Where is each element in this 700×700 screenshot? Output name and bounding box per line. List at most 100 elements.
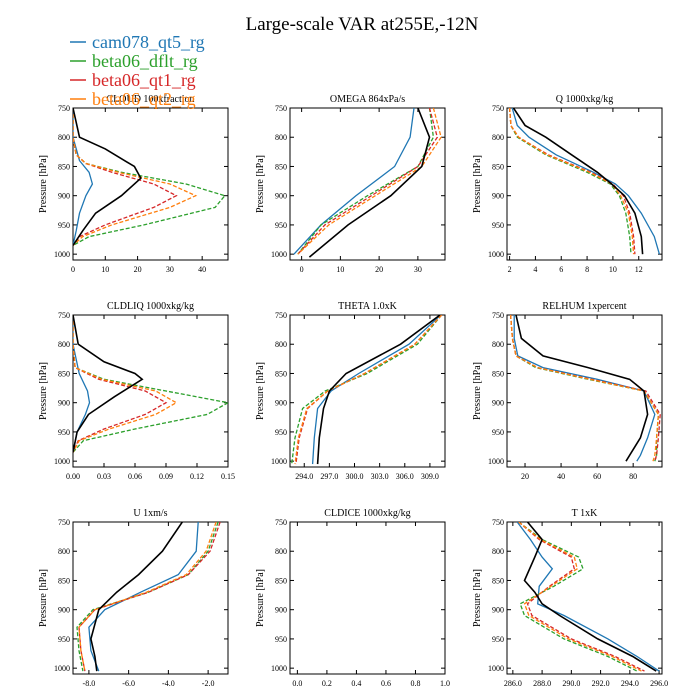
x-tick-label: 0.15 — [221, 472, 235, 481]
x-tick-label: 300.0 — [346, 472, 364, 481]
x-tick-label: 0.4 — [351, 679, 361, 688]
y-tick-label: 900 — [275, 399, 287, 408]
panel-title: OMEGA 864xPa/s — [330, 94, 405, 105]
y-tick-label: 850 — [58, 576, 70, 585]
series-line-1 — [511, 315, 659, 461]
legend-label: beta06_qt1_rg — [92, 70, 196, 90]
y-tick-label: 800 — [492, 133, 504, 142]
panel-5: RELHUM 1xpercentPressure [hPa]7508008509… — [472, 301, 662, 481]
legend-label: beta06_dflt_rg — [92, 51, 198, 71]
series-line-0 — [294, 108, 414, 254]
series-line-2 — [296, 315, 442, 464]
x-tick-label: -4.0 — [162, 679, 175, 688]
x-tick-label: 10 — [609, 265, 617, 274]
y-tick-label: 1000 — [54, 457, 70, 466]
x-tick-label: 306.0 — [396, 472, 414, 481]
y-tick-label: 750 — [58, 311, 70, 320]
x-tick-label: 303.0 — [371, 472, 389, 481]
x-tick-label: 1.0 — [440, 679, 450, 688]
y-tick-label: 850 — [492, 369, 504, 378]
y-tick-label: 900 — [58, 606, 70, 615]
y-axis-label: Pressure [hPa] — [255, 155, 266, 213]
y-tick-label: 800 — [58, 547, 70, 556]
plot-frame — [507, 522, 662, 674]
x-tick-label: 0 — [71, 265, 75, 274]
series-line-4 — [525, 522, 657, 671]
y-tick-label: 850 — [275, 576, 287, 585]
y-tick-label: 900 — [275, 192, 287, 201]
y-tick-label: 900 — [58, 192, 70, 201]
series-line-2 — [73, 108, 176, 245]
y-tick-label: 950 — [275, 635, 287, 644]
plot-frame — [507, 108, 662, 260]
y-tick-label: 950 — [492, 635, 504, 644]
x-tick-label: 297.0 — [320, 472, 338, 481]
panel-title: CLDICE 1000xkg/kg — [324, 508, 410, 519]
y-tick-label: 950 — [58, 635, 70, 644]
panel-title: RELHUM 1xpercent — [542, 301, 626, 312]
series-line-4 — [514, 108, 643, 254]
panel-6: U 1xm/sPressure [hPa]7508008509009501000… — [38, 508, 228, 688]
y-tick-label: 1000 — [488, 250, 504, 259]
x-tick-label: 4 — [533, 265, 537, 274]
y-tick-label: 1000 — [54, 250, 70, 259]
y-tick-label: 900 — [492, 192, 504, 201]
x-tick-label: 10 — [336, 265, 344, 274]
x-tick-label: 40 — [198, 265, 206, 274]
y-tick-label: 850 — [275, 369, 287, 378]
panel-title: CLDLIQ 1000xkg/kg — [107, 301, 194, 312]
series-line-2 — [79, 522, 220, 671]
legend-item-2: beta06_qt1_rg — [70, 70, 196, 90]
legend-label: cam078_qt5_rg — [92, 32, 205, 52]
panel-title: THETA 1.0xK — [338, 301, 397, 312]
y-axis-label: Pressure [hPa] — [38, 569, 49, 627]
y-tick-label: 750 — [492, 311, 504, 320]
y-axis-label: Pressure [hPa] — [255, 362, 266, 420]
y-tick-label: 950 — [58, 221, 70, 230]
legend: cam078_qt5_rgbeta06_dflt_rgbeta06_qt1_rg… — [70, 32, 205, 109]
panel-4: THETA 1.0xKPressure [hPa]750800850900950… — [255, 301, 445, 481]
x-tick-label: 296.0 — [650, 679, 668, 688]
y-tick-label: 850 — [492, 162, 504, 171]
figure-title: Large-scale VAR at255E,-12N — [246, 14, 479, 35]
plot-frame — [73, 315, 228, 467]
series-line-3 — [510, 108, 634, 254]
panel-7: CLDICE 1000xkg/kgPressure [hPa]750800850… — [255, 508, 450, 688]
series-line-2 — [298, 108, 438, 254]
series-line-0 — [517, 522, 659, 671]
y-tick-label: 750 — [275, 518, 287, 527]
x-tick-label: 0 — [300, 265, 304, 274]
series-line-1 — [73, 315, 228, 452]
x-tick-label: 290.0 — [562, 679, 580, 688]
x-tick-label: -8.0 — [83, 679, 96, 688]
panel-grid: CLOUD 100xfractionPressure [hPa]75080085… — [38, 94, 668, 688]
x-tick-label: 10 — [101, 265, 109, 274]
y-tick-label: 900 — [275, 606, 287, 615]
x-tick-label: 80 — [629, 472, 637, 481]
series-line-3 — [79, 522, 216, 671]
panel-2: Q 1000xkg/kg Pressure [hPa] 750 800 850 900 95… — [472, 94, 662, 274]
y-tick-label: 900 — [492, 399, 504, 408]
plot-frame — [507, 315, 662, 467]
x-tick-label: 292.0 — [592, 679, 610, 688]
panel-3: CLDLIQ 1000xkg/kgPressure [hPa]750800850… — [38, 301, 235, 481]
panel-title: T 1xK — [572, 508, 598, 519]
x-tick-label: 0.06 — [128, 472, 142, 481]
x-tick-label: 20 — [134, 265, 142, 274]
x-tick-label: 30 — [166, 265, 174, 274]
x-tick-label: 0.03 — [97, 472, 111, 481]
x-tick-label: 12 — [635, 265, 643, 274]
series-line-3 — [511, 315, 659, 461]
x-tick-label: 6 — [559, 265, 563, 274]
y-tick-label: 1000 — [271, 250, 287, 259]
panel-0: CLOUD 100xfraction Pressure [hPa] 750 800 85… — [38, 94, 228, 274]
y-axis-label: Pressure [hPa] — [472, 362, 483, 420]
y-tick-label: 750 — [58, 104, 70, 113]
x-tick-label: 20 — [375, 265, 383, 274]
y-tick-label: 1000 — [488, 664, 504, 673]
y-axis-label: Pressure [hPa] — [472, 155, 483, 213]
series-line-1 — [298, 108, 434, 254]
y-tick-label: 800 — [58, 340, 70, 349]
series-line-1 — [510, 108, 631, 254]
y-tick-label: 750 — [492, 518, 504, 527]
